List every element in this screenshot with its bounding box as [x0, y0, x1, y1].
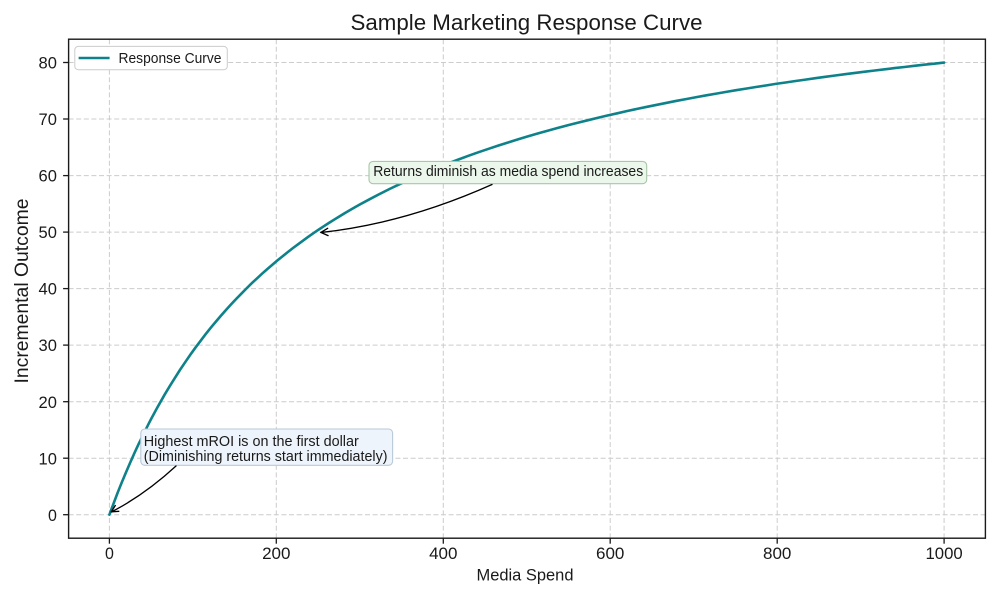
svg-text:800: 800 — [763, 544, 791, 563]
svg-text:10: 10 — [39, 449, 57, 468]
svg-text:(Diminishing returns start imm: (Diminishing returns start immediately) — [144, 448, 388, 465]
svg-text:30: 30 — [39, 336, 57, 355]
svg-text:80: 80 — [39, 54, 57, 73]
svg-text:50: 50 — [39, 223, 57, 242]
svg-text:Media Spend: Media Spend — [477, 566, 574, 584]
svg-text:Highest mROI is on the first d: Highest mROI is on the first dollar — [144, 433, 359, 450]
svg-text:600: 600 — [596, 544, 624, 563]
svg-text:Sample Marketing Response Curv: Sample Marketing Response Curve — [351, 10, 703, 35]
svg-text:Incremental Outcome: Incremental Outcome — [12, 199, 33, 384]
svg-text:0: 0 — [105, 544, 114, 563]
svg-text:Response Curve: Response Curve — [119, 50, 222, 67]
svg-text:400: 400 — [429, 544, 457, 563]
svg-text:40: 40 — [39, 280, 57, 299]
svg-text:200: 200 — [262, 544, 290, 563]
svg-text:0: 0 — [48, 506, 57, 525]
svg-text:1000: 1000 — [926, 544, 963, 563]
svg-text:60: 60 — [39, 167, 57, 186]
svg-text:20: 20 — [39, 393, 57, 412]
svg-text:Returns diminish as media spen: Returns diminish as media spend increase… — [373, 163, 643, 180]
svg-text:70: 70 — [39, 110, 57, 129]
